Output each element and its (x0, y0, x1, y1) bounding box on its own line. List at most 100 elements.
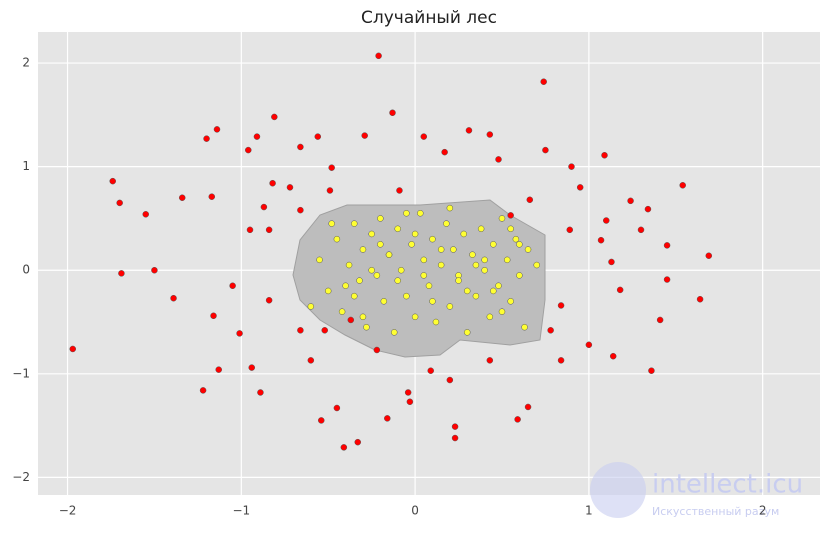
point (359, 313, 367, 321)
y-tick-label: 1 (22, 159, 30, 173)
point (269, 179, 276, 187)
point (257, 389, 264, 396)
point (394, 277, 401, 284)
point (486, 131, 494, 138)
point (663, 242, 671, 249)
point (396, 187, 403, 194)
watermark-title: intellect.icu (652, 470, 803, 500)
point (345, 261, 353, 269)
point (705, 252, 713, 259)
point (486, 357, 494, 364)
point (656, 316, 664, 324)
point (338, 308, 346, 315)
point (375, 52, 382, 60)
point (627, 197, 634, 205)
point (307, 303, 315, 310)
point (450, 246, 457, 253)
point (460, 230, 468, 238)
point (359, 246, 367, 253)
point (390, 329, 398, 336)
point (616, 286, 624, 294)
point (432, 318, 440, 326)
point (380, 298, 388, 305)
point (477, 225, 485, 233)
point (503, 256, 511, 264)
point (178, 194, 186, 201)
point (324, 287, 332, 295)
point (118, 270, 125, 277)
point (373, 272, 381, 279)
point (199, 387, 207, 394)
point (609, 352, 617, 360)
point (644, 205, 652, 213)
point (210, 312, 217, 320)
chart-title: Случайный лес (361, 8, 497, 28)
point (417, 210, 424, 217)
point (533, 261, 540, 269)
point (142, 211, 149, 218)
point (472, 292, 480, 300)
point (271, 113, 278, 121)
points (69, 52, 713, 451)
point (342, 282, 349, 290)
point (648, 367, 655, 374)
point (507, 298, 514, 305)
point (420, 256, 428, 264)
point (637, 226, 645, 234)
point (603, 217, 610, 224)
point (248, 364, 255, 371)
point (408, 241, 415, 248)
point (265, 226, 273, 234)
point (446, 376, 454, 384)
point (286, 184, 294, 191)
point (321, 327, 328, 334)
point (498, 215, 506, 222)
point (507, 212, 514, 219)
point (696, 295, 704, 303)
point (601, 152, 608, 159)
point (465, 127, 473, 134)
point (557, 357, 565, 364)
point (566, 226, 574, 234)
point (215, 366, 222, 373)
point (516, 272, 523, 279)
point (524, 246, 532, 253)
point (514, 416, 521, 423)
point (481, 256, 488, 264)
point (333, 235, 341, 243)
point (540, 78, 547, 85)
point (69, 345, 77, 353)
point (351, 292, 358, 300)
point (384, 415, 391, 422)
x-tick-label: −1 (232, 504, 250, 518)
point (585, 341, 593, 349)
point (495, 282, 502, 290)
point (663, 276, 671, 283)
point (229, 282, 236, 290)
point (443, 220, 450, 227)
point (679, 182, 686, 189)
point (109, 177, 116, 185)
point (490, 287, 497, 295)
point (469, 251, 476, 258)
point (354, 438, 362, 446)
point (356, 277, 363, 284)
point (361, 132, 368, 139)
point (246, 226, 254, 234)
point (377, 215, 384, 222)
point (213, 126, 221, 133)
point (542, 146, 549, 154)
point (490, 241, 497, 248)
y-tick-label: −1 (12, 366, 30, 380)
point (368, 266, 375, 274)
point (472, 261, 480, 269)
point (170, 294, 177, 302)
x-tick-label: −2 (59, 504, 77, 518)
point (404, 389, 412, 396)
y-tick-label: 0 (22, 263, 30, 277)
point (236, 330, 243, 337)
watermark-subtitle: Искусственный разум (652, 505, 779, 518)
point (394, 225, 401, 233)
point (411, 313, 419, 321)
